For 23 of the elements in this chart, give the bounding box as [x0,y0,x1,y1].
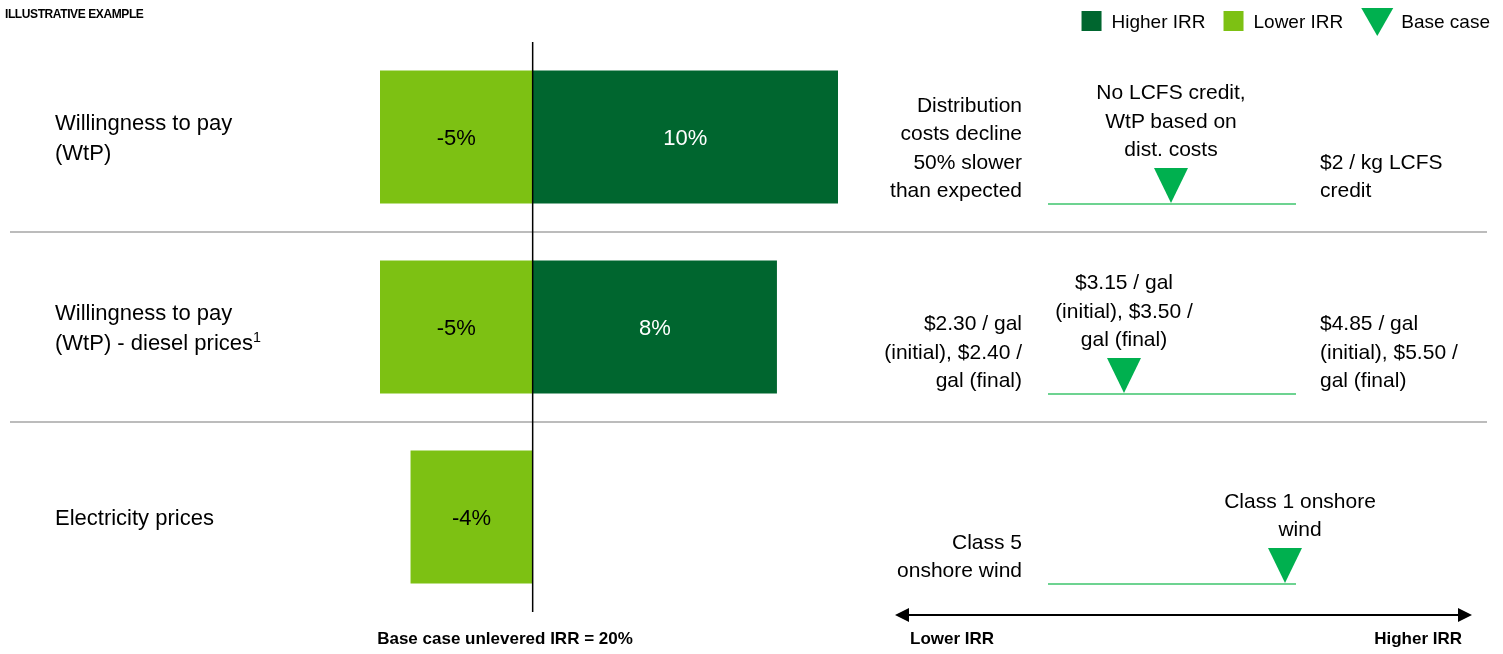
legend-label: Lower IRR [1253,11,1344,32]
text: Base case [1401,11,1490,32]
text: $2 / kg LCFS credit [1320,149,1443,201]
text: Class 5 onshore wind [897,529,1022,581]
y-tick-label: Electricity prices [55,504,214,530]
data-label: -5% [436,125,476,150]
x-axis-title: Base case unlevered IRR = 20% [377,629,633,648]
data-label: 8% [638,315,671,340]
data-label: -4% [452,505,492,530]
text: No LCFS credit, WtP based on dist. costs [1096,80,1246,160]
text: Lower IRR [910,629,995,648]
text: $3.15 / gal (initial), $3.50 / gal (final) [1055,270,1194,350]
data-label: -5% [436,315,476,340]
text: $2.30 / gal (initial), $2.40 / gal (final) [884,311,1023,391]
text: ILLUSTRATIVE EXAMPLE [5,7,144,21]
text: $4.85 / gal (initial), $5.50 / gal (final) [1320,311,1458,391]
text: Class 1 onshore wind [1224,488,1376,540]
y-tick-label: Willingness to pay (WtP) [55,109,233,165]
text: Distribution costs decline 50% slower than expected [890,92,1022,201]
text: Higher IRR [1374,629,1462,648]
legend-label: Higher IRR [1111,11,1206,32]
y-tick-label: Willingness to pay (WtP) - diesel prices$^{1}$ [55,299,262,355]
data-label: 10% [663,125,708,150]
